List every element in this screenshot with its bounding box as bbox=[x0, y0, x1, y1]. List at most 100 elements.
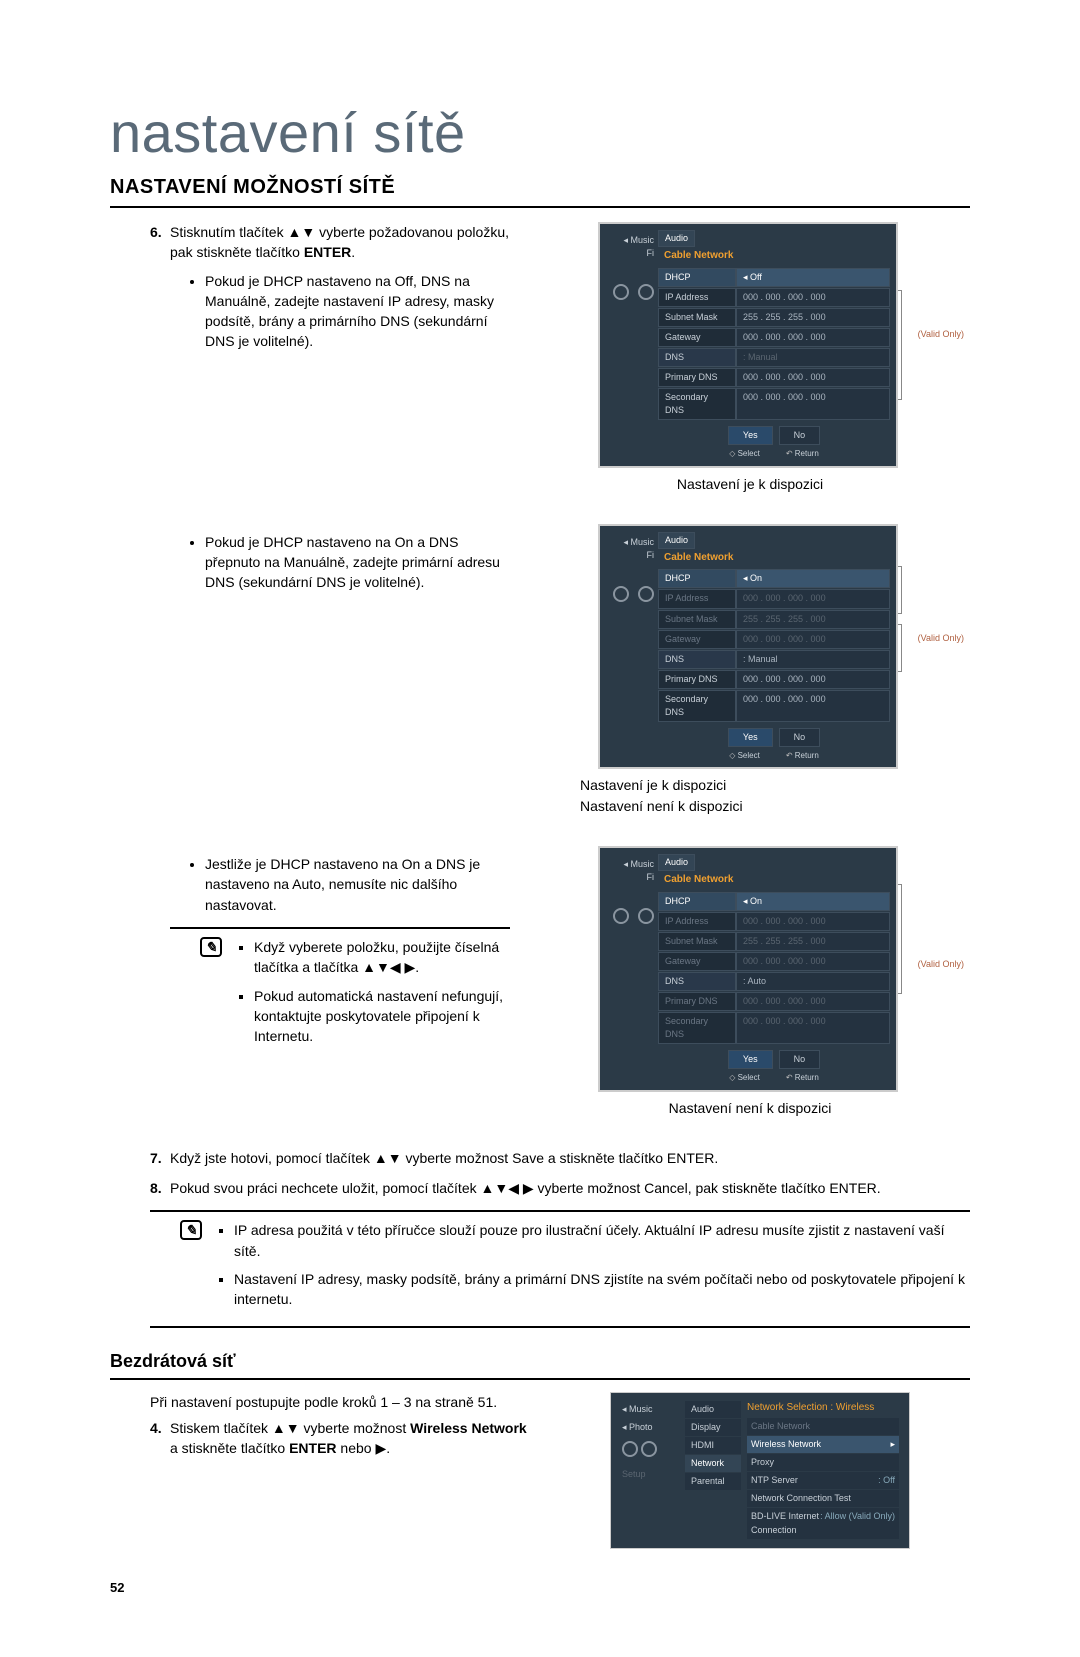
item-bdlive[interactable]: BD-LIVE Internet Connection: Allow (Vali… bbox=[747, 1508, 899, 1538]
label-subnet: Subnet Mask bbox=[658, 610, 736, 629]
footer-return: Return bbox=[786, 448, 819, 460]
item-ntp[interactable]: NTP Server: Off bbox=[747, 1472, 899, 1489]
caption-available: Nastavení je k dispozici bbox=[677, 474, 823, 494]
step-number: 4. bbox=[150, 1418, 162, 1438]
caption-not-available: Nastavení není k dispozici bbox=[669, 1098, 832, 1118]
val-pdns: 000 . 000 . 000 . 000 bbox=[736, 992, 890, 1011]
label-ip: IP Address bbox=[658, 288, 736, 307]
item-wireless[interactable]: Wireless Network▸ bbox=[747, 1436, 899, 1453]
note-item: Pokud automatická nastavení nefungují, k… bbox=[254, 986, 510, 1047]
label-pdns: Primary DNS bbox=[658, 992, 736, 1011]
val-pdns: 000 . 000 . 000 . 000 bbox=[736, 670, 890, 689]
tab-fi: Fi bbox=[606, 871, 654, 884]
note-item: IP adresa použitá v této příručce slouží… bbox=[234, 1220, 970, 1261]
label-dhcp: DHCP bbox=[658, 569, 736, 588]
item-cable[interactable]: Cable Network bbox=[747, 1418, 899, 1435]
tab-parental: Parental bbox=[685, 1473, 741, 1490]
tab-fi: Fi bbox=[606, 549, 654, 562]
yes-button[interactable]: Yes bbox=[728, 426, 773, 445]
step-number: 7. bbox=[150, 1148, 162, 1168]
tab-network: Network bbox=[685, 1455, 741, 1472]
item-ntest[interactable]: Network Connection Test bbox=[747, 1490, 899, 1507]
bullet-item: Pokud je DHCP nastaveno na On a DNS přep… bbox=[205, 532, 510, 593]
footer-return: Return bbox=[786, 750, 819, 762]
tab-fi: Fi bbox=[606, 247, 654, 260]
panel-title: Cable Network bbox=[658, 871, 890, 892]
screenshot-dhcp-on-auto: ◂ Music Fi Audio Cable Network DHCP ◂ On bbox=[598, 846, 898, 1092]
screenshot-network-menu: ◂ Music ◂ Photo Setup Audio Display HDMI… bbox=[610, 1392, 910, 1549]
yes-button[interactable]: Yes bbox=[728, 728, 773, 747]
yes-button[interactable]: Yes bbox=[728, 1050, 773, 1069]
step-8: 8. Pokud svou práci nechcete uložit, pom… bbox=[110, 1178, 970, 1198]
note-item: Nastavení IP adresy, masky podsítě, brán… bbox=[234, 1269, 970, 1310]
val-gateway: 000 . 000 . 000 . 000 bbox=[736, 952, 890, 971]
footer-return: Return bbox=[786, 1072, 819, 1084]
label-sdns: Secondary DNS bbox=[658, 1012, 736, 1044]
label-dns: DNS bbox=[658, 348, 736, 367]
label-gateway: Gateway bbox=[658, 630, 736, 649]
network-selection: Network Selection : Wireless bbox=[747, 1401, 899, 1416]
label-dhcp: DHCP bbox=[658, 268, 736, 287]
tab-music: ◂ Music bbox=[606, 858, 654, 871]
label-gateway: Gateway bbox=[658, 328, 736, 347]
item-proxy[interactable]: Proxy bbox=[747, 1454, 899, 1471]
tab-audio: Audio bbox=[658, 854, 695, 871]
screenshot-dhcp-on-manual: ◂ Music Fi Audio Cable Network DHCP ◂ On bbox=[598, 524, 898, 770]
val-sdns: 000 . 000 . 000 . 000 bbox=[736, 690, 890, 722]
val-ip: 000 . 000 . 000 . 000 bbox=[736, 912, 890, 931]
valid-only-label: (Valid Only) bbox=[918, 632, 964, 645]
tab-audio: Audio bbox=[658, 230, 695, 247]
step-7: 7. Když jste hotovi, pomocí tlačítek ▲▼ … bbox=[110, 1148, 970, 1168]
step-text: Pokud svou práci nechcete uložit, pomocí… bbox=[170, 1180, 881, 1196]
label-ip: IP Address bbox=[658, 912, 736, 931]
step-number: 8. bbox=[150, 1178, 162, 1198]
label-dns: DNS bbox=[658, 650, 736, 669]
valid-only-label: (Valid Only) bbox=[918, 958, 964, 971]
step-number: 6. bbox=[150, 222, 162, 242]
step-4: 4. Stiskem tlačítek ▲▼ vyberte možnost W… bbox=[110, 1418, 530, 1459]
tab-music: ◂ Music bbox=[606, 234, 654, 247]
tab-display: Display bbox=[685, 1419, 741, 1436]
section-title: NASTAVENÍ MOŽNOSTÍ SÍTĚ bbox=[110, 173, 970, 208]
no-button[interactable]: No bbox=[779, 426, 821, 445]
side-photo: ◂ Photo bbox=[618, 1419, 682, 1436]
val-dhcp: ◂ Off bbox=[736, 268, 890, 287]
label-dhcp: DHCP bbox=[658, 892, 736, 911]
footer-select: Select bbox=[729, 750, 760, 762]
val-dhcp: ◂ On bbox=[736, 892, 890, 911]
globe-icon bbox=[613, 908, 629, 924]
tab-audio: Audio bbox=[685, 1401, 741, 1418]
val-sdns: 000 . 000 . 000 . 000 bbox=[736, 1012, 890, 1044]
globe-icon bbox=[613, 586, 629, 602]
val-dns: : Manual bbox=[736, 348, 890, 367]
val-sdns: 000 . 000 . 000 . 000 bbox=[736, 388, 890, 420]
gear-icon bbox=[638, 284, 654, 300]
side-music: ◂ Music bbox=[618, 1401, 682, 1418]
val-dhcp: ◂ On bbox=[736, 569, 890, 588]
gear-icon bbox=[638, 908, 654, 924]
label-sdns: Secondary DNS bbox=[658, 690, 736, 722]
page-number: 52 bbox=[110, 1579, 970, 1598]
no-button[interactable]: No bbox=[779, 728, 821, 747]
label-pdns: Primary DNS bbox=[658, 670, 736, 689]
note-box-2: ✎ IP adresa použitá v této příručce slou… bbox=[150, 1210, 970, 1327]
tab-music: ◂ Music bbox=[606, 536, 654, 549]
note-item: Když vyberete položku, použijte číselná … bbox=[254, 937, 510, 978]
label-gateway: Gateway bbox=[658, 952, 736, 971]
bullet-item: Pokud je DHCP nastaveno na Off, DNS na M… bbox=[205, 271, 510, 352]
val-dns: : Manual bbox=[736, 650, 890, 669]
val-gateway: 000 . 000 . 000 . 000 bbox=[736, 630, 890, 649]
side-setup: Setup bbox=[618, 1466, 682, 1483]
panel-title: Cable Network bbox=[658, 549, 890, 570]
label-ip: IP Address bbox=[658, 589, 736, 608]
label-pdns: Primary DNS bbox=[658, 368, 736, 387]
note-icon: ✎ bbox=[200, 937, 222, 957]
no-button[interactable]: No bbox=[779, 1050, 821, 1069]
step-text: Když jste hotovi, pomocí tlačítek ▲▼ vyb… bbox=[170, 1150, 718, 1166]
globe-icon bbox=[613, 284, 629, 300]
bullet-item: Jestliže je DHCP nastaveno na On a DNS j… bbox=[205, 854, 510, 915]
valid-only-label: (Valid Only) bbox=[918, 328, 964, 341]
label-dns: DNS bbox=[658, 972, 736, 991]
wireless-intro: Při nastavení postupujte podle kroků 1 –… bbox=[110, 1392, 530, 1412]
val-dns: : Auto bbox=[736, 972, 890, 991]
